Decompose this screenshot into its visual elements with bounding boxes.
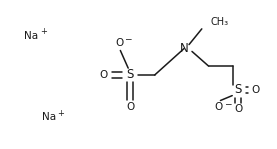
Text: S: S bbox=[127, 69, 134, 82]
Text: N: N bbox=[180, 42, 189, 55]
Text: O: O bbox=[115, 38, 124, 48]
Text: CH₃: CH₃ bbox=[211, 17, 229, 27]
Text: Na: Na bbox=[24, 31, 38, 41]
Text: Na: Na bbox=[42, 112, 56, 122]
Text: S: S bbox=[234, 83, 242, 96]
Text: O: O bbox=[234, 104, 242, 114]
Text: O: O bbox=[126, 102, 134, 112]
Text: −: − bbox=[224, 99, 231, 108]
Text: −: − bbox=[124, 34, 132, 43]
Text: +: + bbox=[40, 27, 47, 36]
Text: O: O bbox=[99, 70, 108, 80]
Text: O: O bbox=[214, 102, 223, 112]
Text: +: + bbox=[58, 109, 65, 118]
Text: O: O bbox=[252, 85, 260, 95]
